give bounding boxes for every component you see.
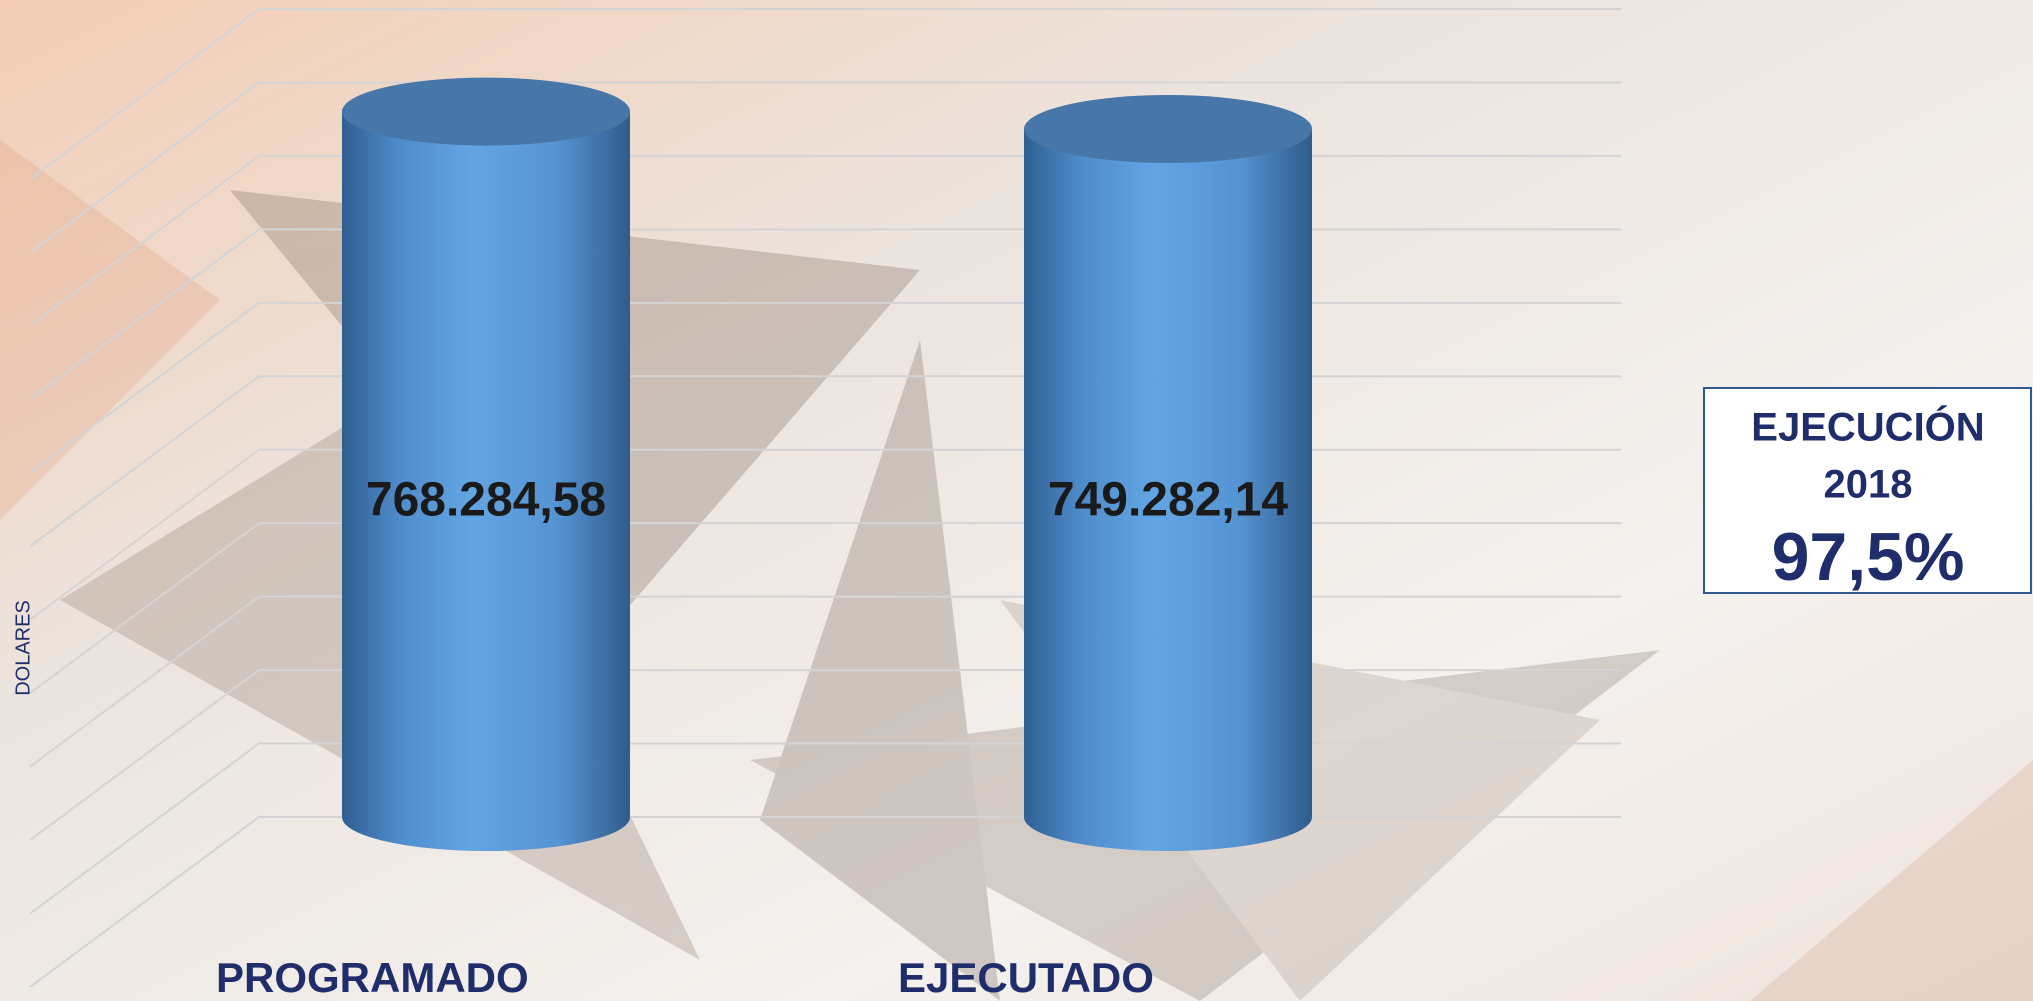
bar-top [1024, 95, 1312, 163]
value-label: 749.282,14 [1048, 474, 1289, 527]
chart: 768.284,58PROGRAMADO749.282,14EJECUTADO … [0, 0, 2033, 1001]
category-label: EJECUTADO [898, 954, 1154, 1001]
category-label: PROGRAMADO [216, 954, 529, 1001]
y-axis-label: DOLARES [12, 600, 34, 696]
annotation-year: 2018 [1824, 463, 1913, 507]
annotation-value: 97,5% [1772, 519, 1965, 595]
bar-top [342, 78, 630, 146]
annotation-title: EJECUCIÓN [1751, 404, 1984, 450]
value-label: 768.284,58 [366, 474, 606, 527]
page: {"chart_data": { "type": "bar", "y_label… [0, 0, 2033, 1001]
